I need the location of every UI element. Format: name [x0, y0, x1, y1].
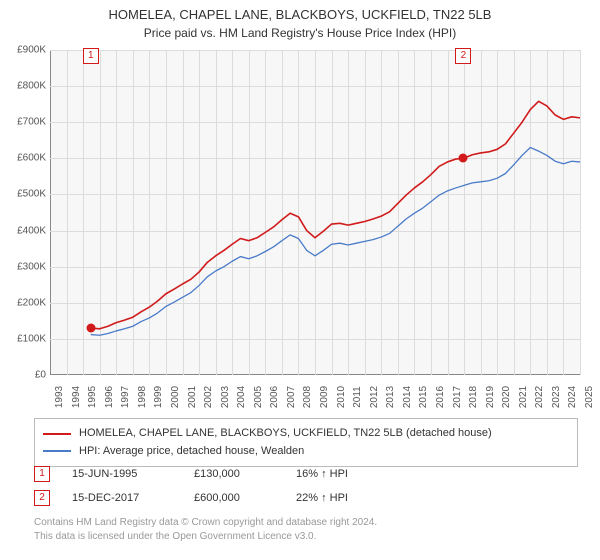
legend-row: HOMELEA, CHAPEL LANE, BLACKBOYS, UCKFIEL… [43, 425, 569, 443]
sale-dot-1 [86, 324, 95, 333]
y-axis-label: £100K [17, 333, 50, 344]
sale-row: 2 15-DEC-2017 £600,000 22% ↑ HPI [34, 486, 578, 510]
footer-attribution: Contains HM Land Registry data © Crown c… [34, 516, 377, 544]
chart-title: HOMELEA, CHAPEL LANE, BLACKBOYS, UCKFIEL… [0, 0, 600, 24]
footer-line2: This data is licensed under the Open Gov… [34, 530, 377, 544]
x-axis-label: 2020 [497, 386, 512, 408]
y-axis-label: £900K [17, 45, 50, 56]
sale-delta: 22% ↑ HPI [296, 492, 348, 504]
x-axis-label: 2001 [183, 386, 198, 408]
sale-date: 15-DEC-2017 [72, 492, 172, 504]
x-axis-label: 2007 [282, 386, 297, 408]
legend-row: HPI: Average price, detached house, Weal… [43, 443, 569, 461]
sale-price: £600,000 [194, 492, 274, 504]
chart-subtitle: Price paid vs. HM Land Registry's House … [0, 24, 600, 40]
legend-swatch [43, 450, 71, 452]
x-axis-label: 2025 [580, 386, 595, 408]
sale-row: 1 15-JUN-1995 £130,000 16% ↑ HPI [34, 462, 578, 486]
y-axis-label: £600K [17, 153, 50, 164]
sale-delta: 16% ↑ HPI [296, 468, 348, 480]
sale-date: 15-JUN-1995 [72, 468, 172, 480]
y-axis-label: £400K [17, 225, 50, 236]
x-axis-label: 2021 [514, 386, 529, 408]
x-axis-label: 2022 [530, 386, 545, 408]
footer-line1: Contains HM Land Registry data © Crown c… [34, 516, 377, 530]
sale-marker-2: 2 [455, 48, 471, 64]
x-axis-label: 2017 [448, 386, 463, 408]
x-axis-label: 2000 [166, 386, 181, 408]
y-axis-label: £500K [17, 189, 50, 200]
x-axis-label: 1997 [116, 386, 131, 408]
sale-row-marker: 2 [34, 490, 50, 506]
sales-list: 1 15-JUN-1995 £130,000 16% ↑ HPI 2 15-DEC-201… [34, 462, 578, 510]
x-axis-label: 2024 [563, 386, 578, 408]
series-line-property [91, 101, 580, 329]
chart-container: HOMELEA, CHAPEL LANE, BLACKBOYS, UCKFIEL… [0, 0, 600, 560]
legend-label: HOMELEA, CHAPEL LANE, BLACKBOYS, UCKFIEL… [79, 425, 492, 443]
x-axis-label: 1998 [133, 386, 148, 408]
x-axis-label: 2019 [481, 386, 496, 408]
x-axis-label: 1995 [83, 386, 98, 408]
x-axis-label: 2008 [298, 386, 313, 408]
series-line-hpi [91, 148, 580, 336]
x-axis-label: 2018 [464, 386, 479, 408]
sale-dot-2 [459, 154, 468, 163]
x-axis-label: 2023 [547, 386, 562, 408]
x-axis-label: 1999 [149, 386, 164, 408]
sale-marker-1: 1 [83, 48, 99, 64]
x-axis-label: 1993 [50, 386, 65, 408]
x-axis-label: 2010 [332, 386, 347, 408]
x-axis-label: 2016 [431, 386, 446, 408]
x-axis-label: 1996 [100, 386, 115, 408]
x-axis-label: 2014 [398, 386, 413, 408]
x-axis-label: 2004 [232, 386, 247, 408]
y-axis-label: £0 [35, 370, 50, 381]
x-axis-label: 2006 [265, 386, 280, 408]
x-axis-label: 2002 [199, 386, 214, 408]
x-axis-label: 2013 [381, 386, 396, 408]
y-axis-label: £700K [17, 117, 50, 128]
x-gridline [580, 50, 581, 375]
legend-label: HPI: Average price, detached house, Weal… [79, 443, 304, 461]
y-axis-label: £300K [17, 261, 50, 272]
x-axis-label: 2011 [348, 386, 363, 408]
x-axis-label: 2012 [365, 386, 380, 408]
legend-swatch [43, 433, 71, 435]
sale-price: £130,000 [194, 468, 274, 480]
x-axis-label: 2003 [216, 386, 231, 408]
x-axis-label: 2005 [249, 386, 264, 408]
x-axis-label: 2009 [315, 386, 330, 408]
legend: HOMELEA, CHAPEL LANE, BLACKBOYS, UCKFIEL… [34, 418, 578, 467]
x-axis-label: 1994 [67, 386, 82, 408]
y-axis-label: £200K [17, 297, 50, 308]
x-axis-label: 2015 [414, 386, 429, 408]
y-axis-label: £800K [17, 81, 50, 92]
plot-area: £0£100K£200K£300K£400K£500K£600K£700K£80… [50, 50, 580, 375]
chart-lines [50, 50, 580, 375]
sale-row-marker: 1 [34, 466, 50, 482]
